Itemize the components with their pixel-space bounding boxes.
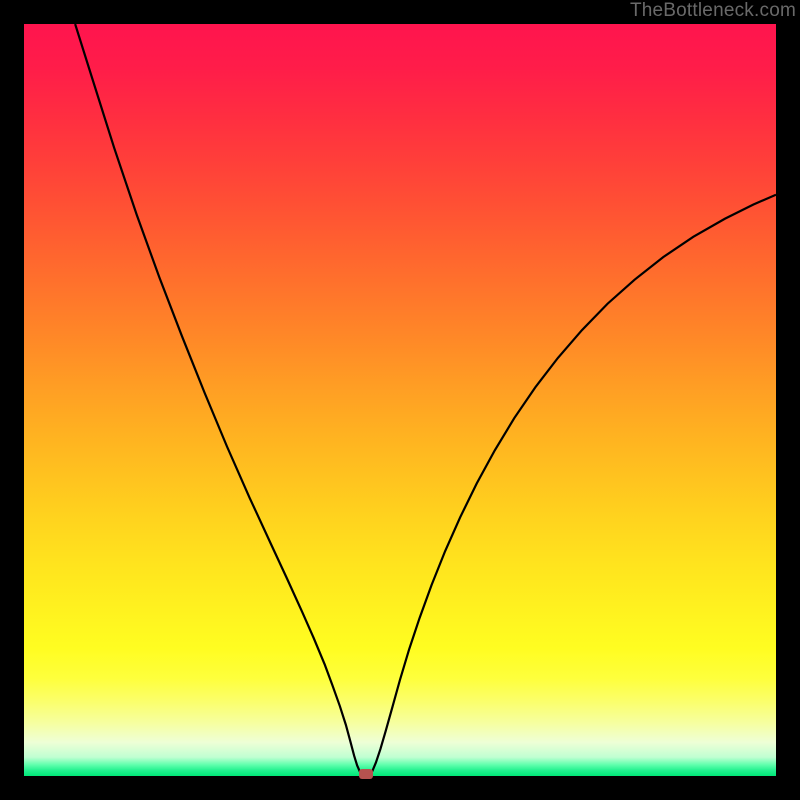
minimum-marker xyxy=(359,769,373,779)
curve-right-branch xyxy=(369,195,776,776)
curve-left-branch xyxy=(75,24,363,776)
plot-area xyxy=(24,24,776,776)
watermark-text: TheBottleneck.com xyxy=(630,0,796,22)
chart-curve-svg xyxy=(24,24,776,776)
